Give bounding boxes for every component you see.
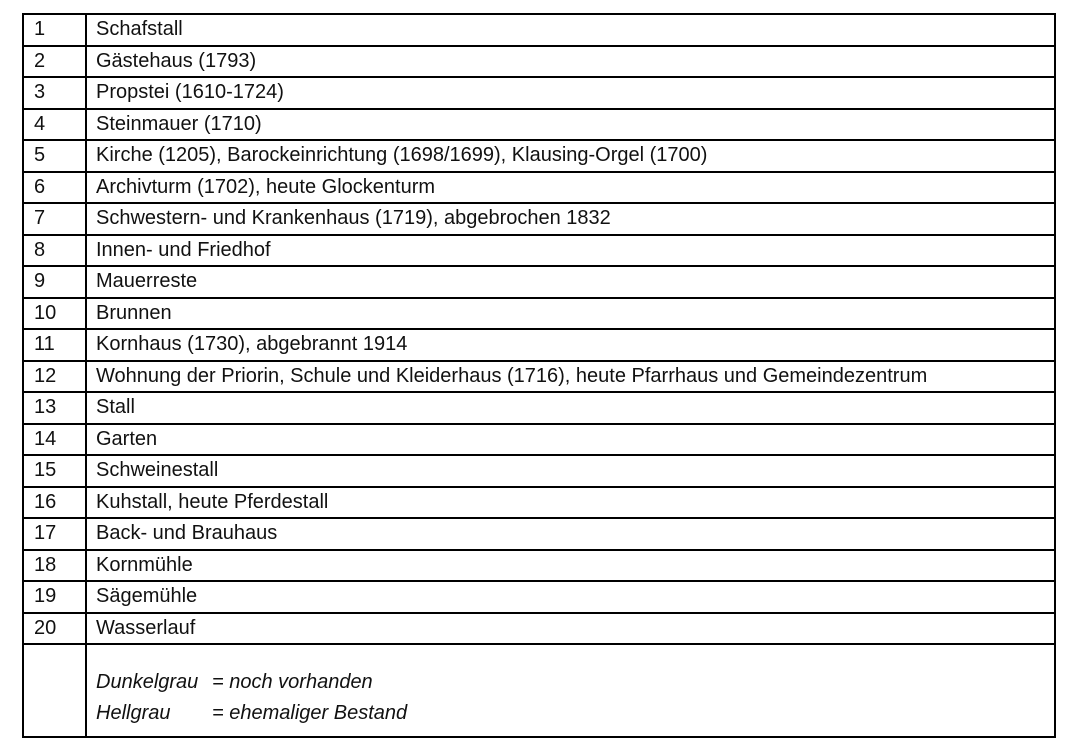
row-number: 20	[22, 611, 87, 645]
row-number: 10	[22, 296, 87, 330]
table-row: 4 Steinmauer (1710)	[22, 107, 1056, 141]
row-description: Kornmühle	[85, 548, 1056, 582]
row-description: Kuhstall, heute Pferdestall	[85, 485, 1056, 519]
row-number: 19	[22, 580, 87, 614]
row-description: Mauerreste	[85, 265, 1056, 299]
row-number: 11	[22, 328, 87, 362]
table-row: 5 Kirche (1205), Barockeinrichtung (1698/…	[22, 139, 1056, 173]
row-description: Schwestern- und Krankenhaus (1719), abge…	[85, 202, 1056, 236]
row-number: 2	[22, 44, 87, 78]
row-number: 18	[22, 548, 87, 582]
table-row: 14 Garten	[22, 422, 1056, 456]
legend-row-description-cell: Dunkelgrau = noch vorhanden Hellgrau = ehe…	[85, 643, 1056, 738]
row-number: 15	[22, 454, 87, 488]
row-number: 17	[22, 517, 87, 551]
legend-row-number-cell	[22, 643, 87, 738]
table-row: 20 Wasserlauf	[22, 611, 1056, 645]
row-number: 13	[22, 391, 87, 425]
legend-table: 1 Schafstall 2 Gästehaus (1793) 3 Propstei (1…	[22, 13, 1056, 738]
row-number: 1	[22, 13, 87, 47]
table-row: 9 Mauerreste	[22, 265, 1056, 299]
table-row: 17 Back- und Brauhaus	[22, 517, 1056, 551]
row-description: Back- und Brauhaus	[85, 517, 1056, 551]
table-row: 7 Schwestern- und Krankenhaus (1719), abg…	[22, 202, 1056, 236]
table-row: 6 Archivturm (1702), heute Glockenturm	[22, 170, 1056, 204]
table-body: 1 Schafstall 2 Gästehaus (1793) 3 Propstei (1…	[22, 13, 1056, 645]
row-description: Steinmauer (1710)	[85, 107, 1056, 141]
table-row: 11 Kornhaus (1730), abgebrannt 1914	[22, 328, 1056, 362]
table-row: 2 Gästehaus (1793)	[22, 44, 1056, 78]
row-description: Schafstall	[85, 13, 1056, 47]
table-row: 18 Kornmühle	[22, 548, 1056, 582]
table-row: 13 Stall	[22, 391, 1056, 425]
row-number: 9	[22, 265, 87, 299]
table-row: 16 Kuhstall, heute Pferdestall	[22, 485, 1056, 519]
row-description: Brunnen	[85, 296, 1056, 330]
row-number: 6	[22, 170, 87, 204]
legend-row: Dunkelgrau = noch vorhanden Hellgrau = ehe…	[22, 643, 1056, 738]
row-description: Wohnung der Priorin, Schule und Kleiderh…	[85, 359, 1056, 393]
table-row: 15 Schweinestall	[22, 454, 1056, 488]
legend-definition: = ehemaliger Bestand	[212, 702, 408, 724]
row-number: 5	[22, 139, 87, 173]
row-description: Sägemühle	[85, 580, 1056, 614]
legend-line-hellgrau: Hellgrau = ehemaliger Bestand	[96, 698, 1050, 729]
row-description: Kirche (1205), Barockeinrichtung (1698/1…	[85, 139, 1056, 173]
row-description: Gästehaus (1793)	[85, 44, 1056, 78]
table-row: 3 Propstei (1610-1724)	[22, 76, 1056, 110]
row-number: 12	[22, 359, 87, 393]
table-row: 8 Innen- und Friedhof	[22, 233, 1056, 267]
legend-term: Dunkelgrau	[96, 671, 199, 693]
table-row: 10 Brunnen	[22, 296, 1056, 330]
row-number: 3	[22, 76, 87, 110]
legend-definition: = noch vorhanden	[212, 671, 373, 693]
row-number: 4	[22, 107, 87, 141]
row-number: 14	[22, 422, 87, 456]
row-number: 7	[22, 202, 87, 236]
table-row: 12 Wohnung der Priorin, Schule und Kleide…	[22, 359, 1056, 393]
row-description: Garten	[85, 422, 1056, 456]
legend-line-dunkelgrau: Dunkelgrau = noch vorhanden	[96, 667, 1050, 698]
row-description: Archivturm (1702), heute Glockenturm	[85, 170, 1056, 204]
legend-term: Hellgrau	[96, 702, 171, 724]
row-description: Propstei (1610-1724)	[85, 76, 1056, 110]
table-row: 19 Sägemühle	[22, 580, 1056, 614]
row-description: Innen- und Friedhof	[85, 233, 1056, 267]
table-row: 1 Schafstall	[22, 13, 1056, 47]
row-description: Stall	[85, 391, 1056, 425]
row-description: Schweinestall	[85, 454, 1056, 488]
row-description: Kornhaus (1730), abgebrannt 1914	[85, 328, 1056, 362]
row-description: Wasserlauf	[85, 611, 1056, 645]
row-number: 8	[22, 233, 87, 267]
row-number: 16	[22, 485, 87, 519]
